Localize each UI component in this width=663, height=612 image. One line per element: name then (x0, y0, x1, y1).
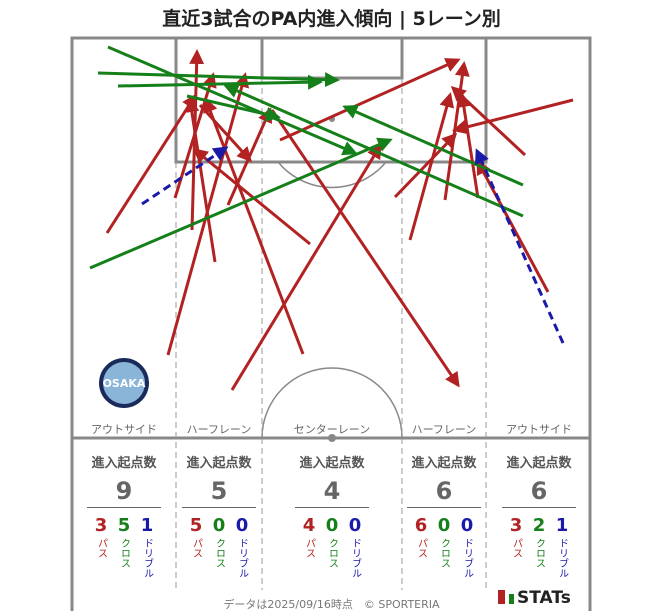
pass-arrow (456, 92, 480, 199)
cross-arrow (97, 71, 340, 88)
pass-count: 6 (414, 515, 428, 536)
pass-arrow (393, 132, 458, 199)
lane-stats-center: 進入起点数 4 4 パス 0 クロス 0 ドリブル (282, 452, 382, 578)
divider (295, 507, 369, 508)
pass-arrow (408, 92, 455, 241)
cross-arrow (223, 83, 524, 218)
dribble-arrow (475, 148, 565, 344)
pass-count: 3 (509, 515, 523, 536)
divider (87, 507, 161, 508)
cross-arrow (89, 137, 393, 270)
dribble-count: 0 (348, 515, 362, 536)
entry-total: 5 (210, 477, 228, 505)
brand-name: STATs (517, 588, 571, 608)
lane-label-halfspace-right: ハーフレーン (411, 423, 477, 436)
pass-arrow (189, 49, 205, 231)
cross-arrows (89, 45, 524, 270)
pass-count: 5 (189, 515, 203, 536)
footer-credit: データは2025/09/16時点 © SPORTERIA (223, 598, 440, 611)
pitch-markings (261, 161, 403, 439)
cross-arrow (117, 74, 323, 90)
dribble-label: ドリブル (461, 538, 473, 578)
pass-arrow (203, 97, 305, 355)
pass-label: パス (303, 538, 315, 558)
cross-arrow (186, 94, 281, 122)
pass-arrow (226, 107, 273, 206)
cross-label: クロス (533, 538, 545, 568)
page-title: 直近3試合のPA内進入傾向 | 5レーン別 (162, 8, 501, 30)
stats-header: 進入起点数 (91, 456, 157, 471)
dribble-label: ドリブル (236, 538, 248, 578)
pass-arrow (476, 159, 550, 293)
pass-count: 4 (302, 515, 316, 536)
cross-count: 0 (212, 515, 226, 536)
pass-arrow (184, 97, 217, 263)
pass-arrow (105, 93, 197, 234)
stats-header: 進入起点数 (186, 456, 252, 471)
lane-label-outside-right: アウトサイド (506, 423, 572, 436)
divider (407, 507, 481, 508)
entry-total: 4 (323, 477, 341, 505)
pass-arrow (198, 103, 253, 163)
lane-stats-outside-right: 進入起点数 6 3 パス 2 クロス 1 ドリブル (489, 452, 589, 578)
divider (182, 507, 256, 508)
stats-header: 進入起点数 (411, 456, 477, 471)
dribble-arrows (141, 146, 565, 344)
pass-label: パス (190, 538, 202, 558)
svg-text:OSAKA: OSAKA (103, 377, 146, 390)
pass-arrow (452, 98, 574, 135)
pass-arrow (279, 58, 461, 142)
cross-label: クロス (118, 538, 130, 568)
dribble-count: 0 (235, 515, 249, 536)
brand-mark-small-icon (509, 594, 514, 604)
club-crest-logo: OSAKA (99, 358, 149, 408)
cross-label: クロス (438, 538, 450, 568)
entry-total: 6 (530, 477, 548, 505)
divider (502, 507, 576, 508)
cross-count: 0 (437, 515, 451, 536)
dribble-arrow (141, 146, 229, 206)
cross-count: 2 (532, 515, 546, 536)
dribble-label: ドリブル (556, 538, 568, 578)
lane-stats-halfspace-right: 進入起点数 6 6 パス 0 クロス 0 ドリブル (394, 452, 494, 578)
cross-label: クロス (326, 538, 338, 568)
dribble-count: 1 (140, 515, 154, 536)
pass-arrow (230, 143, 382, 391)
cross-label: クロス (213, 538, 225, 568)
entry-total: 9 (115, 477, 133, 505)
pass-count: 3 (94, 515, 108, 536)
brand-mark-icon (498, 590, 505, 604)
lane-label-outside-left: アウトサイド (91, 423, 157, 436)
cross-count: 5 (117, 515, 131, 536)
center-spot (328, 434, 336, 442)
stats-header: 進入起点数 (506, 456, 572, 471)
pass-label: パス (510, 538, 522, 558)
lane-label-center: センターレーン (293, 423, 371, 436)
pass-arrows (105, 49, 574, 391)
cross-arrow (107, 45, 358, 156)
pass-arrow (443, 61, 470, 201)
pass-arrow (192, 148, 311, 246)
lane-label-halfspace-left: ハーフレーン (186, 423, 252, 436)
entry-total: 6 (435, 477, 453, 505)
pass-arrow (270, 109, 460, 388)
stats-header: 進入起点数 (299, 456, 365, 471)
lane-stats-halfspace-left: 進入起点数 5 5 パス 0 クロス 0 ドリブル (169, 452, 269, 578)
pass-label: パス (415, 538, 427, 558)
dribble-label: ドリブル (141, 538, 153, 578)
pass-arrow (450, 85, 527, 157)
dribble-count: 1 (555, 515, 569, 536)
brand-logo: STATs (498, 588, 571, 608)
pass-arrow (173, 72, 217, 199)
dribble-count: 0 (460, 515, 474, 536)
cross-count: 0 (325, 515, 339, 536)
pass-label: パス (95, 538, 107, 558)
cross-arrow (342, 104, 524, 187)
lane-stats-outside-left: 進入起点数 9 3 パス 5 クロス 1 ドリブル (74, 452, 174, 578)
dribble-label: ドリブル (349, 538, 361, 578)
